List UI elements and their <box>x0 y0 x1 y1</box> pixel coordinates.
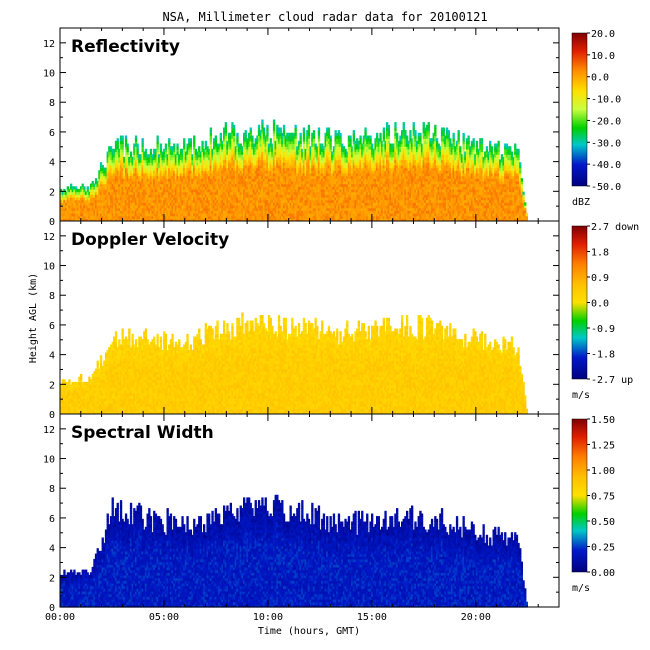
radar-cell <box>87 186 89 189</box>
radar-cell <box>117 138 119 141</box>
radar-cell <box>122 136 124 139</box>
figure-title: NSA, Millimeter cloud radar data for 201… <box>162 10 487 24</box>
panel-0: Reflectivity02468101220.010.00.0-10.0-20… <box>43 28 621 228</box>
radar-cell <box>135 136 137 139</box>
radar-figure: NSA, Millimeter cloud radar data for 201… <box>0 0 650 650</box>
radar-cell <box>142 138 144 141</box>
radar-cell <box>127 144 129 147</box>
radar-cell <box>125 136 127 139</box>
radar-cell <box>145 149 147 152</box>
radar-cell <box>83 186 85 189</box>
panels: Reflectivity02468101220.010.00.0-10.0-20… <box>43 28 639 623</box>
radar-cell <box>137 144 139 147</box>
radar-cell <box>130 152 132 155</box>
